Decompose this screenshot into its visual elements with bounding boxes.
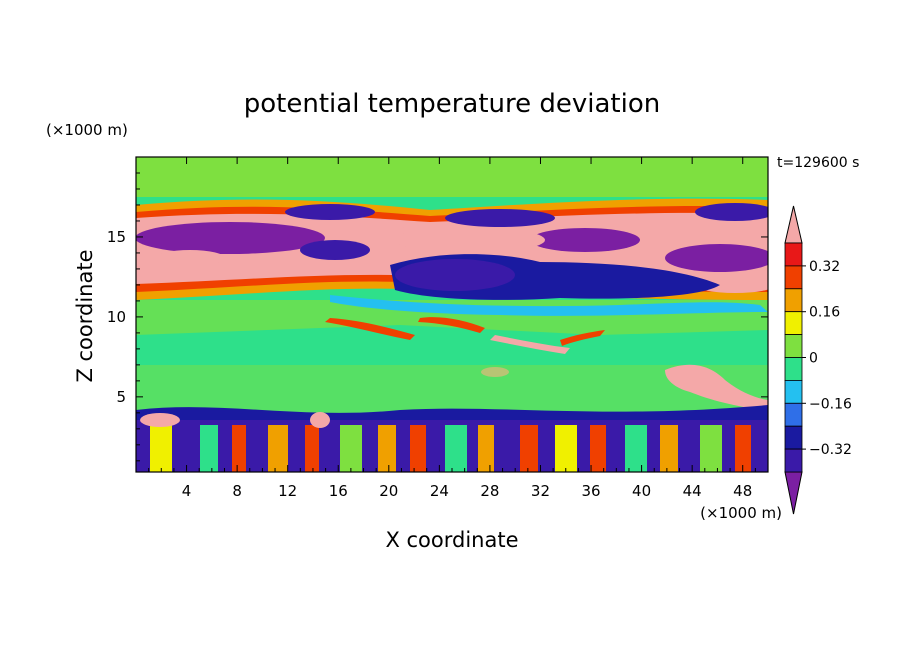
contour-pink-lens-4 [155, 250, 225, 266]
contour-purple-lens-1 [136, 222, 325, 254]
x-tick-label: 36 [581, 482, 600, 500]
contour-pink-lens-3 [712, 222, 768, 238]
contour-blue-core [395, 259, 515, 291]
colorbar-tick-label: 0.16 [809, 305, 840, 321]
y-axis-label: Z coordinate [73, 249, 97, 382]
contour-bottom-cell-1 [150, 425, 172, 472]
contour-pink-lens-1 [395, 227, 545, 253]
contour-streak-3 [490, 335, 570, 354]
x-tick-label: 16 [329, 482, 348, 500]
colorbar-swatch [784, 448, 803, 473]
contour-streak-2 [418, 317, 485, 333]
contour-bottom-cell-17 [735, 425, 751, 472]
colorbar: 0.32 0.16 0 −0.16 −0.32 [784, 205, 852, 515]
x-axis-label: X coordinate [385, 528, 518, 552]
contour-bottom-cell-15 [660, 425, 678, 472]
time-label: t=129600 s [777, 155, 859, 171]
colorbar-tick-label: −0.16 [809, 396, 852, 412]
contour-bottom-cell-11 [520, 425, 538, 472]
contour-bottom-cell-12 [555, 425, 577, 472]
colorbar-tick-label: 0 [809, 351, 818, 367]
contour-purple-lens-7 [300, 240, 370, 260]
x-tick-label: 32 [531, 482, 550, 500]
contour-bottom-cell-13 [590, 425, 606, 472]
contour-bottom-cell-5 [305, 425, 319, 472]
y-axis-unit: (×1000 m) [46, 121, 128, 139]
contour-lower-lightgreen [136, 365, 768, 415]
x-tick-label: 40 [632, 482, 651, 500]
contour-bottom-cell-3 [232, 425, 246, 472]
colorbar-swatch [784, 334, 803, 358]
contour-streak-4 [560, 330, 605, 346]
colorbar-swatch [784, 242, 803, 267]
contour-bottom-cell-7 [378, 425, 396, 472]
contour-bottom-cell-16 [700, 425, 722, 472]
colorbar-swatch [784, 311, 803, 336]
colorbar-tick-label: 0.32 [809, 259, 840, 275]
colorbar-swatch [784, 357, 803, 381]
colorbar-swatch [784, 402, 803, 427]
colorbar-swatch [784, 265, 803, 290]
x-tick-label: 24 [430, 482, 449, 500]
plot-area [136, 157, 768, 472]
contour-field [136, 157, 768, 472]
colorbar-max-arrow [784, 205, 803, 244]
contour-pink-blob-left [140, 413, 180, 427]
x-tick-label: 28 [480, 482, 499, 500]
colorbar-swatch [784, 379, 803, 404]
contour-pink-plume-right [665, 364, 768, 410]
x-tick-label: 48 [733, 482, 752, 500]
colorbar-min-arrow [784, 471, 803, 515]
contour-purple-lens-6 [665, 244, 768, 272]
contour-pink-blob-mid [310, 412, 330, 428]
x-tick-label: 44 [683, 482, 702, 500]
chart-title: potential temperature deviation [244, 89, 660, 119]
contour-bottom-cell-9 [445, 425, 467, 472]
contour-purple-lens-4 [695, 203, 768, 221]
y-axis: 5 10 15 [107, 172, 768, 462]
contour-bottom-cell-2 [200, 425, 218, 472]
x-tick-label: 12 [278, 482, 297, 500]
contour-lightblue-rim [330, 295, 768, 316]
y-tick-label: 5 [116, 388, 126, 406]
contour-bottom-cell-10 [478, 425, 494, 472]
y-tick-label: 10 [107, 308, 126, 326]
contour-bottom-cell-6 [340, 425, 362, 472]
x-axis: 4 8 12 16 20 24 28 32 36 40 44 48 [148, 157, 756, 500]
contour-streak-1 [325, 318, 415, 340]
contour-bottom-cell-4 [268, 425, 288, 472]
colorbar-swatch [784, 425, 803, 450]
contour-purple-lens-3 [445, 209, 555, 227]
x-axis-unit: (×1000 m) [700, 504, 782, 522]
contour-pink-lens-5 [695, 277, 768, 293]
contour-pink-lens-2 [325, 220, 405, 240]
contour-upper-green [136, 157, 768, 197]
x-tick-label: 8 [232, 482, 242, 500]
x-tick-label: 4 [182, 482, 192, 500]
contour-bottom-cell-8 [410, 425, 426, 472]
contour-purple-lens-2 [285, 204, 375, 220]
contour-bottom-cell-14 [625, 425, 647, 472]
y-tick-label: 15 [107, 228, 126, 246]
colorbar-swatch [784, 288, 803, 313]
contour-purple-lens-5 [530, 228, 640, 252]
x-tick-label: 20 [379, 482, 398, 500]
colorbar-tick-label: −0.32 [809, 442, 852, 458]
